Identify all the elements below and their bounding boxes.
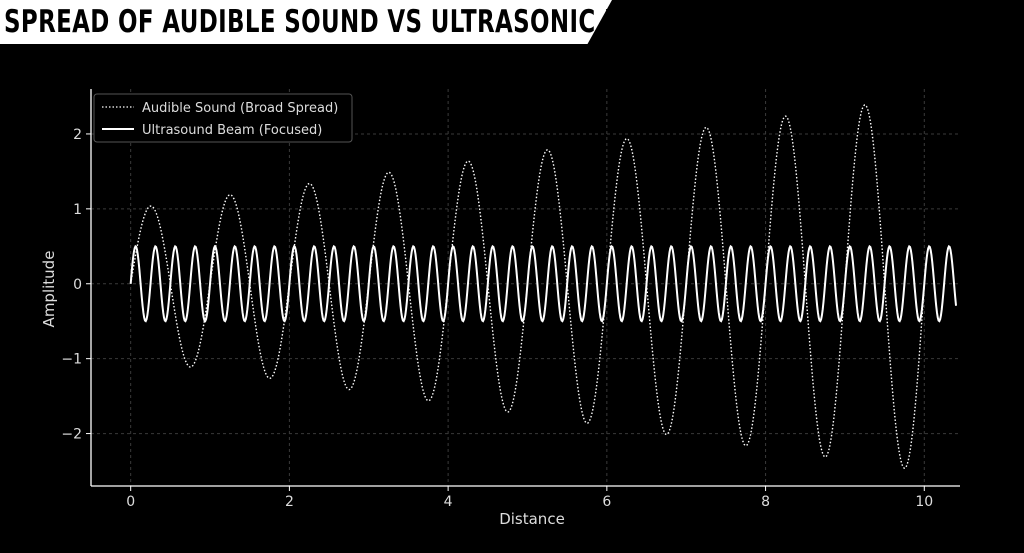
y-tick-label: −1 (61, 352, 82, 368)
x-axis-label: Distance (499, 510, 565, 528)
page-title: SPREAD OF AUDIBLE SOUND VS ULTRASONIC BE… (4, 4, 680, 40)
title-banner: SPREAD OF AUDIBLE SOUND VS ULTRASONIC BE… (0, 0, 612, 44)
x-tick-label: 4 (444, 494, 453, 510)
series-ultrasound-beam (129, 244, 958, 323)
x-tick-label: 2 (285, 494, 294, 510)
axes (90, 89, 960, 487)
x-tick-label: 0 (126, 494, 135, 510)
ticks: 0 2 4 6 8 10 −2 −1 0 1 2 (61, 127, 933, 510)
series-audible-sound (129, 104, 925, 469)
y-axis-label: Amplitude (40, 251, 58, 328)
y-tick-label: −2 (61, 427, 82, 443)
y-tick-label: 1 (73, 202, 82, 218)
x-tick-label: 10 (915, 494, 933, 510)
grid (91, 89, 960, 486)
legend: Audible Sound (Broad Spread) Ultrasound … (93, 93, 353, 143)
y-tick-label: 2 (73, 127, 82, 143)
x-tick-label: 8 (761, 494, 770, 510)
x-tick-label: 6 (602, 494, 611, 510)
plot-series (129, 104, 958, 469)
legend-label-ultrasound: Ultrasound Beam (Focused) (142, 123, 322, 138)
y-tick-label: 0 (73, 277, 82, 293)
legend-label-audible: Audible Sound (Broad Spread) (142, 101, 338, 116)
legend-box (93, 93, 353, 143)
